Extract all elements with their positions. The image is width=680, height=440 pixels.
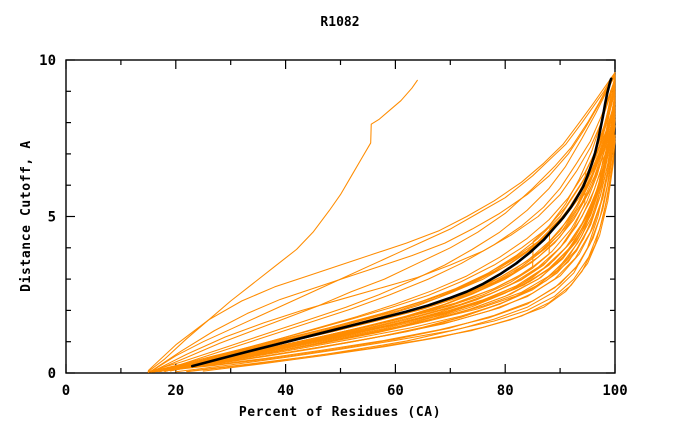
ensemble-curve	[147, 109, 616, 373]
chart-title: R1082	[320, 15, 359, 30]
y-tick-label: 5	[48, 210, 56, 226]
ensemble-curve	[158, 98, 616, 372]
ensemble-curve	[153, 78, 616, 373]
y-tick-label: 10	[39, 53, 56, 69]
ensemble-curve	[186, 125, 616, 373]
x-tick-label: 100	[602, 383, 627, 399]
ensemble-curve	[147, 118, 616, 373]
ensemble-curve	[147, 100, 616, 373]
ensemble-curve	[147, 71, 616, 372]
ensemble-curve	[147, 75, 616, 373]
x-axis-label: Percent of Residues (CA)	[239, 405, 441, 420]
x-tick-label: 20	[167, 383, 184, 399]
ensemble-curve	[147, 79, 418, 372]
reference-curve-layer	[190, 77, 613, 368]
x-tick-label: 60	[387, 383, 404, 399]
y-axis-label: Distance Cutoff, A	[19, 140, 34, 292]
ensemble-curve	[153, 112, 616, 373]
ensemble-curves-layer	[147, 71, 616, 373]
ensemble-curve	[202, 137, 616, 372]
y-tick-label: 0	[48, 366, 56, 382]
chart-text-layer: R1082 Percent of Residues (CA) Distance …	[19, 15, 628, 420]
ensemble-curve	[158, 78, 616, 372]
ensemble-curve	[147, 106, 616, 373]
ensemble-curve	[153, 81, 616, 372]
ensemble-curve	[150, 71, 616, 372]
x-tick-label: 40	[277, 383, 294, 399]
ensemble-curve	[147, 109, 616, 373]
ensemble-curve	[158, 93, 616, 372]
reference-curve	[190, 77, 613, 368]
x-tick-label: 0	[62, 383, 70, 399]
ensemble-curve	[153, 73, 616, 372]
ensemble-curve	[150, 73, 616, 372]
x-tick-label: 80	[497, 383, 514, 399]
